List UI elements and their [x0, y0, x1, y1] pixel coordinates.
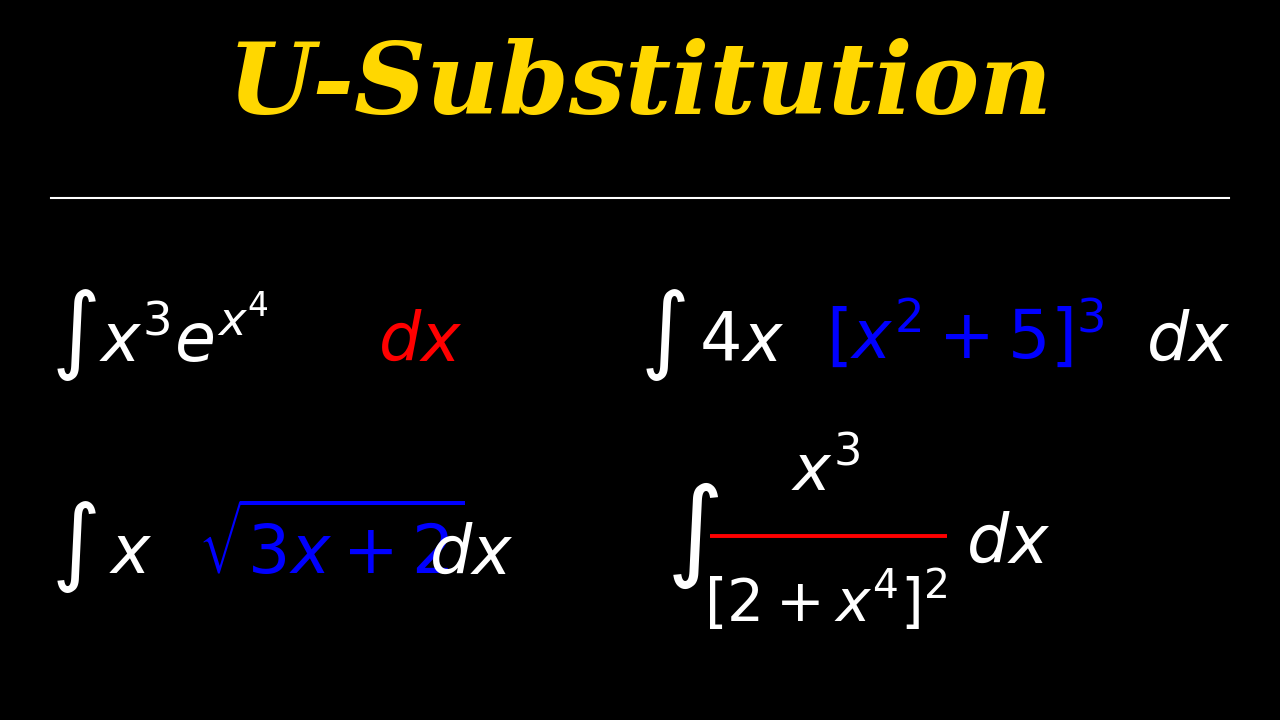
Text: $dx$: $dx$: [1146, 309, 1230, 375]
Text: $[2+x^4]^2$: $[2+x^4]^2$: [704, 569, 947, 634]
Text: U-Substitution: U-Substitution: [228, 38, 1052, 135]
Text: $\sqrt{3x+2}$: $\sqrt{3x+2}$: [198, 507, 465, 588]
Text: $dx$: $dx$: [378, 309, 462, 375]
Text: $dx$: $dx$: [966, 510, 1051, 577]
Text: $dx$: $dx$: [429, 521, 513, 588]
Text: $x^3$: $x^3$: [791, 441, 860, 503]
Text: $[x^2+5]^3$: $[x^2+5]^3$: [826, 298, 1105, 372]
Text: $\int$: $\int$: [666, 482, 718, 591]
Text: $\int x^3 e^{x^4}$: $\int x^3 e^{x^4}$: [51, 287, 269, 383]
Text: $\int\,x$: $\int\,x$: [51, 499, 154, 595]
Text: $\int\,4x$: $\int\,4x$: [640, 287, 785, 383]
